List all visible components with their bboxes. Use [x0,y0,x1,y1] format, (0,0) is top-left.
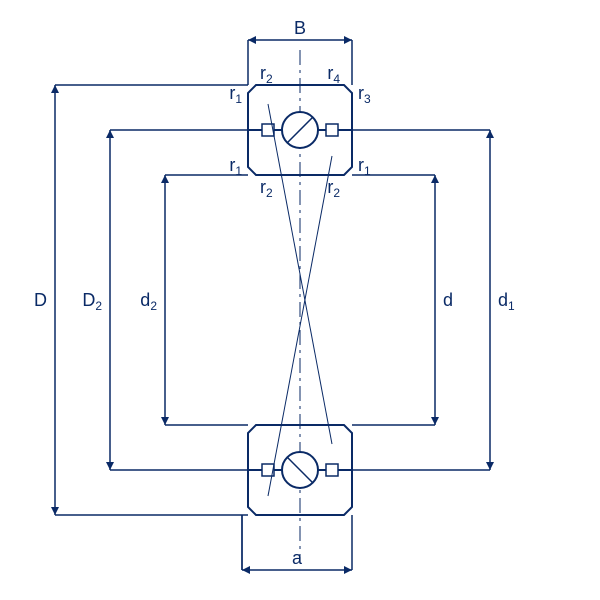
cage-top-right [326,124,338,136]
arrowhead [51,85,59,93]
arrowhead [242,566,250,574]
r-label: r1 [229,83,242,106]
arrowhead [344,36,352,44]
r-label: r2 [260,177,273,200]
dim-label: B [294,18,306,38]
r-label: r4 [327,63,340,86]
arrowhead [161,175,169,183]
r-label: r2 [327,177,340,200]
r-label: r3 [358,83,371,106]
arrowhead [248,36,256,44]
arrowhead [486,462,494,470]
dim-label: a [292,548,303,568]
r-label: r1 [358,155,371,178]
dim-label: D [34,290,47,310]
cage-bot-right [326,464,338,476]
bearing-diagram: Ba D D2 d2 d d1 r1 r2 r4 r3 r1 r1 r2 r2 [0,0,600,600]
arrowhead [161,417,169,425]
arrowhead [106,130,114,138]
arrowhead [431,175,439,183]
r-label: r2 [260,63,273,86]
dim-label: d1 [498,290,515,313]
r-label: r1 [229,155,242,178]
dim-label: d2 [140,290,157,313]
arrowhead [51,507,59,515]
dim-label: d [443,290,453,310]
arrowhead [431,417,439,425]
arrowhead [344,566,352,574]
arrowhead [486,130,494,138]
dim-label: D2 [82,290,102,313]
arrowhead [106,462,114,470]
